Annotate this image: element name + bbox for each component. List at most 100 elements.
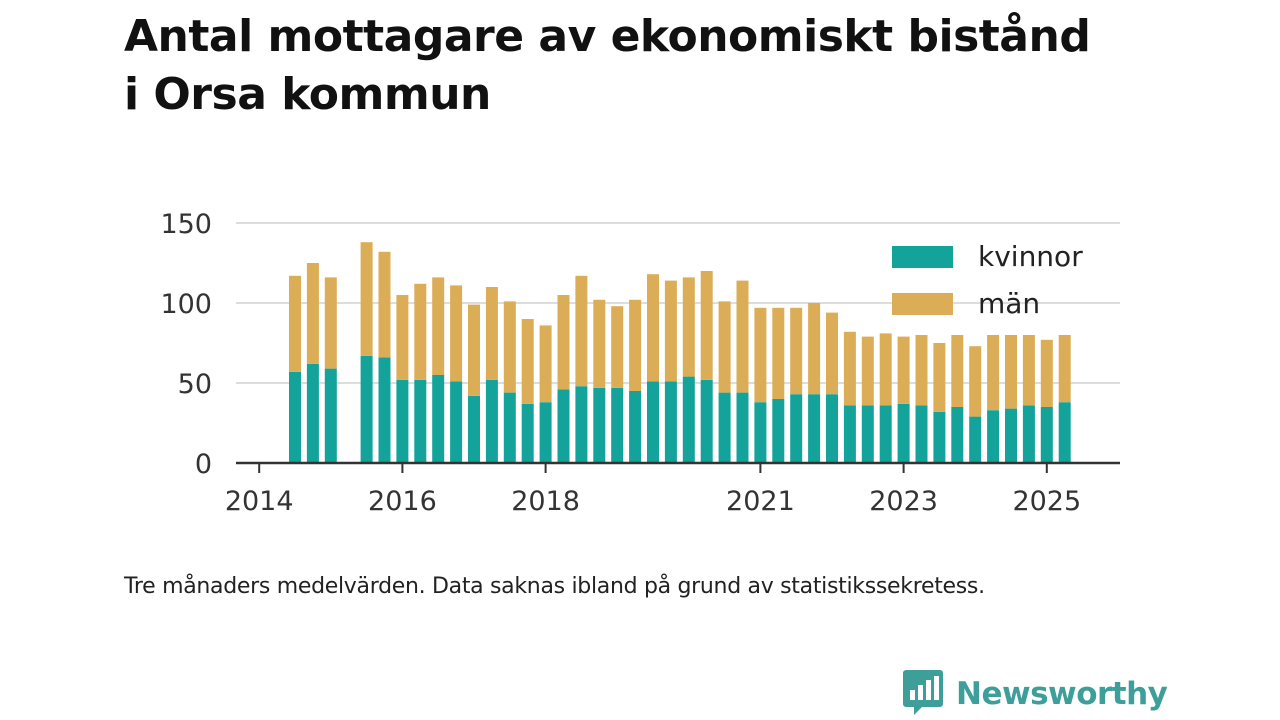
bar-kvinnor: [647, 381, 659, 463]
bar-kvinnor: [414, 379, 427, 463]
brand-logo[interactable]: Newsworthy: [902, 668, 1168, 720]
bar-kvinnor: [289, 371, 301, 463]
y-tick-label: 0: [195, 449, 212, 480]
bar-man: [324, 277, 337, 369]
chart-title: Antal mottagare av ekonomiskt bistånd i …: [124, 8, 1224, 124]
bar-man: [629, 299, 642, 391]
bar-kvinnor: [700, 379, 713, 463]
bar-kvinnor: [1058, 402, 1071, 463]
bar-man: [987, 335, 1000, 411]
bar-man: [593, 299, 606, 388]
bar-kvinnor: [593, 387, 606, 463]
bar-kvinnor: [1040, 407, 1053, 463]
bar-kvinnor: [969, 416, 982, 463]
bar-kvinnor: [879, 405, 892, 463]
bar-man: [754, 307, 767, 403]
axes: 0 50 100 150 2014 2016 2018 2021 2023 2025: [160, 209, 1120, 517]
bar-man: [360, 242, 373, 356]
bar-kvinnor: [718, 392, 731, 463]
legend: kvinnor män: [892, 240, 1083, 320]
bar-man: [843, 331, 856, 406]
bar-kvinnor: [629, 391, 642, 463]
bar-man: [1005, 335, 1017, 409]
bar-man: [915, 335, 928, 406]
bar-man: [468, 304, 480, 396]
bar-kvinnor: [987, 410, 1000, 463]
bar-kvinnor: [754, 402, 767, 463]
bar-man: [306, 263, 319, 364]
bar-man: [861, 336, 874, 406]
bar-kvinnor: [521, 403, 534, 463]
bar-man: [521, 319, 534, 404]
bar-kvinnor: [360, 355, 373, 463]
x-tick-label: 2014: [225, 486, 294, 517]
legend-swatch-kvinnor: [892, 246, 953, 268]
legend-label-kvinnor: kvinnor: [978, 240, 1083, 273]
bar-kvinnor: [575, 386, 588, 463]
stacked-bar-chart: 0 50 100 150 2014 2016 2018 2021 2023 2025 kvinno…: [160, 209, 1120, 517]
bar-kvinnor: [557, 389, 570, 463]
bars: [289, 242, 1071, 463]
x-tick-label: 2016: [368, 486, 437, 517]
bar-kvinnor: [539, 402, 552, 463]
bar-man: [396, 295, 409, 380]
bar-kvinnor: [861, 405, 874, 463]
bar-man: [682, 277, 695, 377]
bar-kvinnor: [682, 376, 695, 463]
bar-man: [647, 274, 659, 382]
bar-kvinnor: [826, 394, 838, 463]
bar-man: [933, 343, 946, 412]
bar-man: [790, 307, 803, 395]
newsworthy-logo-icon: [902, 668, 944, 720]
bar-man: [575, 275, 588, 387]
bar-man: [772, 307, 785, 399]
y-tick-label: 50: [178, 369, 212, 400]
bar-man: [1022, 335, 1035, 406]
bar-kvinnor: [808, 394, 821, 463]
bar-man: [664, 280, 677, 382]
bar-man: [289, 275, 301, 372]
legend-swatch-man: [892, 293, 953, 315]
bar-man: [503, 301, 516, 393]
bar-man: [736, 280, 749, 393]
bar-kvinnor: [951, 407, 964, 463]
bar-kvinnor: [736, 392, 749, 463]
bar-man: [539, 325, 552, 403]
x-tick-label: 2023: [869, 486, 938, 517]
bar-kvinnor: [324, 368, 337, 463]
bar-kvinnor: [468, 395, 480, 463]
bar-man: [432, 277, 445, 375]
legend-label-man: män: [978, 287, 1040, 320]
y-tick-label: 150: [160, 209, 212, 240]
bar-man: [611, 306, 624, 388]
bar-man: [879, 333, 892, 406]
bar-man: [969, 346, 982, 417]
x-tick-label: 2021: [726, 486, 795, 517]
bar-man: [897, 336, 910, 404]
bar-kvinnor: [915, 405, 928, 463]
bar-man: [826, 312, 838, 395]
bar-kvinnor: [790, 394, 803, 463]
bar-man: [1040, 339, 1053, 407]
bar-kvinnor: [933, 411, 946, 463]
bar-man: [808, 303, 821, 395]
chart-footnote: Tre månaders medelvärden. Data saknas ib…: [124, 574, 985, 599]
bar-kvinnor: [503, 392, 516, 463]
bar-kvinnor: [306, 363, 319, 463]
bar-kvinnor: [432, 375, 445, 463]
bar-man: [485, 287, 498, 380]
bar-kvinnor: [1005, 408, 1017, 463]
bar-kvinnor: [664, 381, 677, 463]
bar-man: [951, 335, 964, 407]
bar-man: [557, 295, 570, 390]
bar-kvinnor: [396, 379, 409, 463]
x-tick-label: 2025: [1012, 486, 1081, 517]
bar-kvinnor: [897, 403, 910, 463]
chart-title-line1: Antal mottagare av ekonomiskt bistånd: [124, 11, 1091, 62]
brand-name: Newsworthy: [956, 676, 1168, 712]
bar-kvinnor: [1022, 405, 1035, 463]
bar-man: [450, 285, 463, 382]
bar-kvinnor: [450, 381, 463, 463]
bar-man: [718, 301, 731, 393]
bar-man: [414, 283, 427, 380]
